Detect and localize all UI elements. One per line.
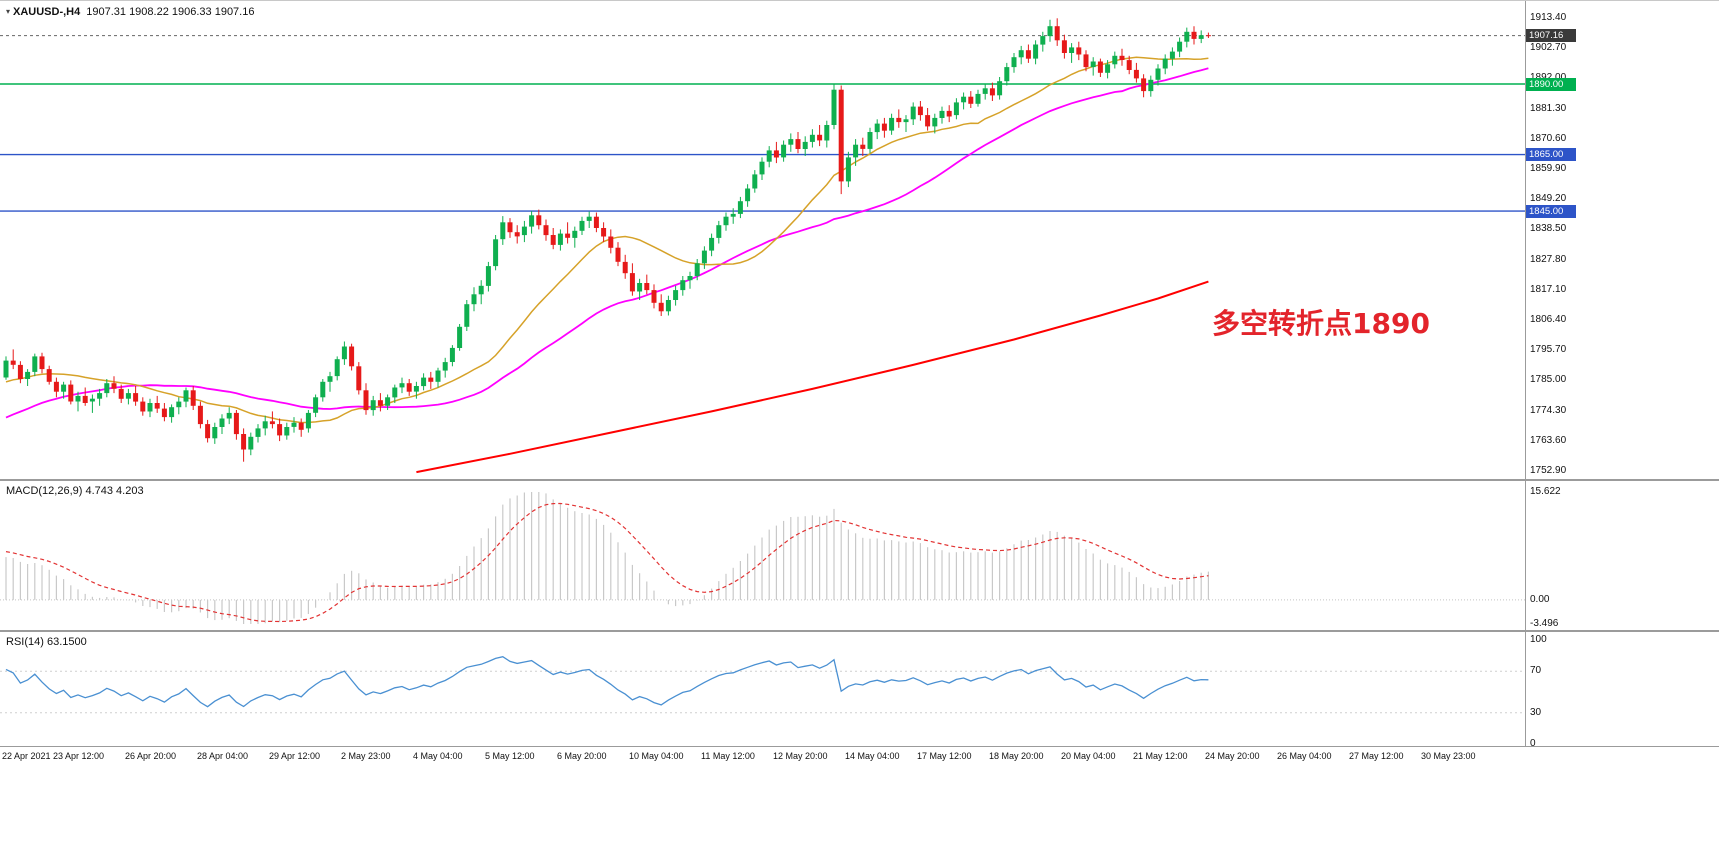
- macd-panel-splitter[interactable]: [0, 479, 1719, 481]
- annotation-text: 多空转折点1890: [1212, 307, 1430, 340]
- price-axis[interactable]: 1913.40 1902.70 1892.00 1881.30 1870.60 1859.…: [1526, 1, 1719, 479]
- time-axis-label: 29 Apr 12:00: [269, 751, 321, 761]
- price-axis-label: 1752.90: [1530, 465, 1567, 476]
- time-axis-label: 21 May 12:00: [1133, 751, 1188, 761]
- rsi-title: RSI(14) 63.1500: [6, 636, 87, 648]
- price-level-tag: 1907.16: [1526, 29, 1576, 42]
- chart-title: ▾ XAUUSD-,H4 1907.31 1908.22 1906.33 1907.…: [6, 6, 254, 18]
- rsi-axis-label: 70: [1530, 665, 1542, 676]
- price-axis-label: 1785.00: [1530, 374, 1567, 385]
- time-axis-label: 17 May 12:00: [917, 751, 972, 761]
- price-chart[interactable]: [0, 1, 1525, 479]
- price-level-tag: 1865.00: [1526, 148, 1576, 161]
- symbol-timeframe: XAUUSD-,H4: [13, 6, 81, 18]
- price-axis-label: 1838.50: [1530, 223, 1567, 234]
- price-axis-label: 1774.30: [1530, 405, 1567, 416]
- price-axis-label: 1913.40: [1530, 12, 1567, 23]
- time-axis-label: 14 May 04:00: [845, 751, 900, 761]
- price-axis-label: 1859.90: [1530, 163, 1567, 174]
- price-level-tag: 1890.00: [1526, 78, 1576, 91]
- axis-border: [1525, 1, 1526, 746]
- price-axis-label: 1870.60: [1530, 133, 1567, 144]
- price-axis-label: 1849.20: [1530, 193, 1567, 204]
- time-axis-label: 23 Apr 12:00: [53, 751, 105, 761]
- time-axis-label: 30 May 23:00: [1421, 751, 1476, 761]
- price-axis-label: 1817.10: [1530, 284, 1567, 295]
- time-axis-label: 18 May 20:00: [989, 751, 1044, 761]
- time-axis-label: 27 May 12:00: [1349, 751, 1404, 761]
- time-axis-label: 24 May 20:00: [1205, 751, 1260, 761]
- ohlc-readout: 1907.31 1908.22 1906.33 1907.16: [86, 6, 255, 18]
- time-axis-label: 22 Apr 2021: [2, 751, 51, 761]
- rsi-panel-splitter[interactable]: [0, 630, 1719, 632]
- chart-marker-icon: ▾: [6, 7, 11, 16]
- time-axis[interactable]: 22 Apr 2021 23 Apr 12:00 26 Apr 20:00 28 Ap…: [0, 746, 1719, 842]
- price-axis-label: 1881.30: [1530, 103, 1567, 114]
- price-level-tag: 1845.00: [1526, 205, 1576, 218]
- macd-axis[interactable]: 15.622 0.00 -3.496: [1526, 481, 1719, 630]
- time-axis-label: 4 May 04:00: [413, 751, 463, 761]
- time-axis-label: 5 May 12:00: [485, 751, 535, 761]
- time-axis-label: 6 May 20:00: [557, 751, 607, 761]
- macd-axis-label: -3.496: [1530, 618, 1559, 629]
- price-axis-label: 1902.70: [1530, 42, 1567, 53]
- time-axis-label: 12 May 20:00: [773, 751, 828, 761]
- time-axis-label: 10 May 04:00: [629, 751, 684, 761]
- price-axis-label: 1795.70: [1530, 344, 1567, 355]
- rsi-chart[interactable]: [0, 632, 1525, 746]
- time-axis-label: 2 May 23:00: [341, 751, 391, 761]
- time-axis-label: 26 May 04:00: [1277, 751, 1332, 761]
- time-axis-label: 20 May 04:00: [1061, 751, 1116, 761]
- macd-chart[interactable]: [0, 481, 1525, 630]
- rsi-axis-label: 30: [1530, 707, 1542, 718]
- rsi-axis-label: 100: [1530, 634, 1547, 645]
- price-axis-label: 1763.60: [1530, 435, 1567, 446]
- time-axis-label: 28 Apr 04:00: [197, 751, 249, 761]
- rsi-axis[interactable]: 100 70 30 0: [1526, 632, 1719, 749]
- price-axis-label: 1892.00: [1530, 72, 1566, 84]
- price-axis-label: 1806.40: [1530, 314, 1567, 325]
- macd-axis-label: 0.00: [1530, 594, 1550, 605]
- time-axis-label: 11 May 12:00: [701, 751, 755, 761]
- rsi-axis-label: 0: [1530, 738, 1536, 749]
- macd-axis-label: 15.622: [1530, 486, 1561, 497]
- time-axis-label: 26 Apr 20:00: [125, 751, 177, 761]
- price-axis-label: 1827.80: [1530, 254, 1567, 265]
- macd-title: MACD(12,26,9) 4.743 4.203: [6, 485, 144, 497]
